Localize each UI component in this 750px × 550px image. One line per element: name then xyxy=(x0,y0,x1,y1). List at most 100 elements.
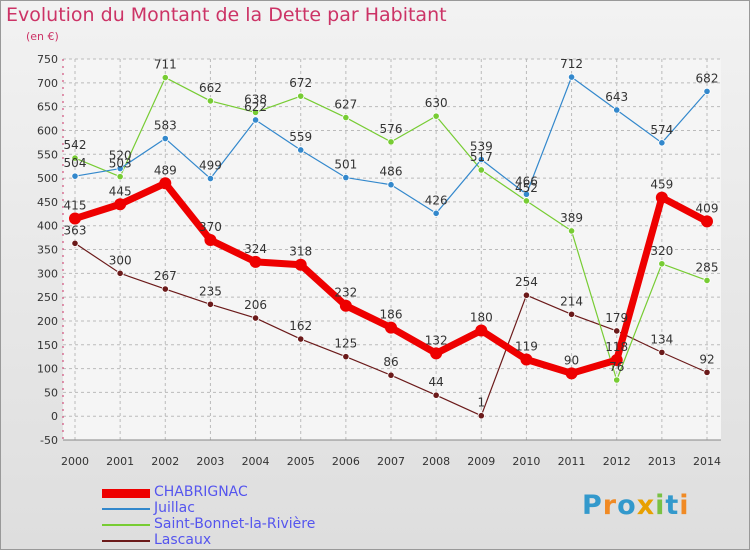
proxiti-logo: Proxiti xyxy=(582,490,690,521)
data-label: 682 xyxy=(696,71,719,85)
data-label: 459 xyxy=(650,178,673,192)
data-label: 44 xyxy=(429,375,444,389)
data-point xyxy=(613,327,621,335)
data-point xyxy=(432,112,440,120)
data-label: 214 xyxy=(560,294,583,308)
data-label: 180 xyxy=(470,310,493,324)
y-tick-label: 450 xyxy=(37,196,58,209)
data-point xyxy=(475,324,488,337)
data-point xyxy=(387,181,395,189)
data-label: 583 xyxy=(154,119,177,133)
data-label: 643 xyxy=(605,90,628,104)
data-point xyxy=(701,215,713,228)
data-label: 559 xyxy=(289,130,312,144)
legend-swatch xyxy=(102,540,150,542)
data-point xyxy=(613,106,621,114)
y-tick-label: 650 xyxy=(37,101,58,114)
data-label: 389 xyxy=(560,211,583,225)
y-tick-label: 400 xyxy=(37,220,58,233)
data-label: 466 xyxy=(515,174,538,188)
data-point xyxy=(251,116,260,124)
data-label: 501 xyxy=(334,158,357,172)
data-label: 267 xyxy=(154,269,177,283)
data-label: 504 xyxy=(64,156,87,170)
data-label: 90 xyxy=(564,353,579,367)
data-point xyxy=(71,172,79,180)
logo-letter: t xyxy=(665,490,680,521)
x-tick-label: 2010 xyxy=(512,455,540,468)
legend-label: Juillac xyxy=(154,500,195,516)
data-label: 363 xyxy=(64,223,87,237)
data-point xyxy=(297,146,305,154)
data-label: 503 xyxy=(109,157,132,171)
data-label: 324 xyxy=(244,242,267,256)
data-point xyxy=(658,139,666,147)
data-point xyxy=(249,255,262,268)
y-tick-label: 750 xyxy=(37,53,58,66)
data-point xyxy=(342,353,350,361)
y-tick-label: 250 xyxy=(37,291,58,304)
legend-label: Saint-Bonnet-la-Rivière xyxy=(154,516,316,532)
data-label: 318 xyxy=(289,245,312,259)
data-label: 300 xyxy=(109,253,132,267)
data-label: 92 xyxy=(699,352,714,366)
data-label: 125 xyxy=(334,337,357,351)
data-label: 486 xyxy=(380,165,403,179)
x-tick-label: 2002 xyxy=(151,455,179,468)
data-point xyxy=(477,155,485,164)
data-label: 445 xyxy=(109,184,132,198)
data-point xyxy=(204,233,217,246)
x-tick-label: 2007 xyxy=(377,455,405,468)
data-label: 627 xyxy=(334,98,357,112)
data-point xyxy=(161,73,169,82)
data-point xyxy=(159,177,172,190)
x-tick-label: 2003 xyxy=(196,455,224,468)
x-tick-label: 2005 xyxy=(287,455,315,468)
logo-letter: x xyxy=(636,490,656,521)
data-label: 132 xyxy=(425,333,448,347)
data-point xyxy=(251,314,260,322)
data-label: 162 xyxy=(289,319,312,333)
x-tick-label: 2006 xyxy=(332,455,360,468)
logo-letter: P xyxy=(582,490,603,521)
data-label: 712 xyxy=(560,57,583,71)
y-tick-label: -50 xyxy=(40,434,58,447)
data-point xyxy=(387,371,395,379)
data-label: 574 xyxy=(650,123,673,137)
data-point xyxy=(161,134,169,143)
logo-letter: i xyxy=(655,490,666,521)
data-label: 118 xyxy=(605,340,628,354)
data-point xyxy=(432,391,440,399)
data-point xyxy=(387,138,395,146)
data-label: 630 xyxy=(425,96,448,110)
data-label: 452 xyxy=(515,181,538,195)
logo-letter: o xyxy=(617,490,637,521)
data-point xyxy=(430,347,443,360)
y-tick-label: 500 xyxy=(37,172,58,185)
data-point xyxy=(567,310,576,318)
x-tick-label: 2000 xyxy=(61,455,89,468)
data-label: 662 xyxy=(199,81,222,95)
x-tick-label: 2009 xyxy=(467,455,495,468)
data-point xyxy=(297,335,305,343)
data-point xyxy=(565,367,578,380)
data-label: 576 xyxy=(380,122,403,136)
x-tick-label: 2012 xyxy=(603,455,631,468)
legend-swatch xyxy=(102,524,150,526)
x-tick-label: 2014 xyxy=(693,455,721,468)
data-point xyxy=(610,353,623,366)
data-label: 520 xyxy=(109,149,132,163)
data-point xyxy=(342,113,350,122)
legend-label: Lascaux xyxy=(154,532,212,548)
data-label: 622 xyxy=(244,100,267,114)
x-tick-label: 2001 xyxy=(106,455,134,468)
data-label: 254 xyxy=(515,275,538,289)
data-label: 415 xyxy=(64,199,87,213)
y-tick-label: 0 xyxy=(51,410,58,423)
data-point xyxy=(69,212,81,225)
data-point xyxy=(161,285,169,293)
data-label: 86 xyxy=(383,355,398,369)
data-point xyxy=(116,164,124,173)
data-point xyxy=(522,190,531,198)
data-point xyxy=(522,197,531,205)
